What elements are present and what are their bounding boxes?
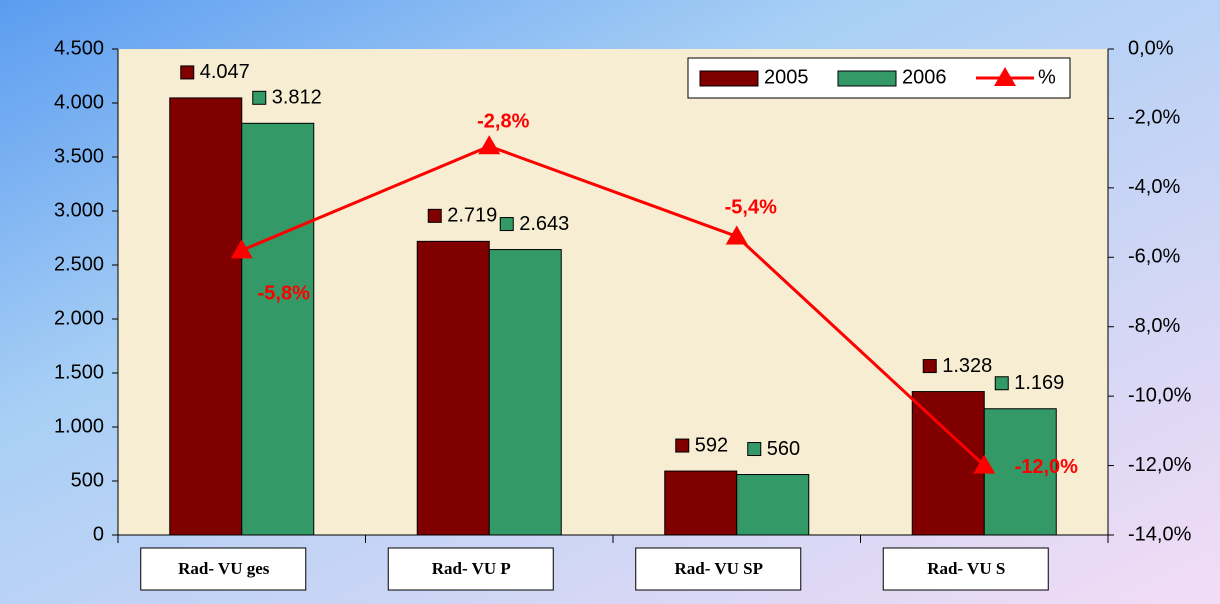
data-label: -5,4% [725, 197, 777, 219]
data-label-key [499, 217, 514, 232]
data-label-key [427, 208, 442, 223]
y-tick-label: 0 [93, 523, 104, 545]
bar [911, 391, 985, 536]
legend-label: 2005 [764, 66, 809, 88]
y-tick-label: 4.000 [54, 91, 104, 113]
data-label-key [994, 376, 1009, 391]
y2-tick-label: -12,0% [1128, 454, 1192, 476]
category-box [882, 547, 1049, 591]
y2-tick-label: -4,0% [1128, 176, 1180, 198]
y2-tick-label: -14,0% [1128, 523, 1192, 545]
marker [725, 225, 748, 245]
bar [488, 249, 562, 536]
marker [973, 454, 996, 474]
y-tick-label: 2.500 [54, 253, 104, 275]
bar [664, 470, 738, 536]
data-label-key [747, 442, 762, 457]
data-label: 4.047 [200, 61, 250, 83]
data-label: 2.643 [519, 213, 569, 235]
y2-tick-label: -6,0% [1128, 246, 1180, 268]
data-label-key [252, 90, 267, 105]
legend-label: 2006 [902, 66, 947, 88]
y2-tick-label: 0,0% [1128, 37, 1174, 59]
x-tick-label: Rad- VU S [927, 559, 1005, 578]
line [241, 144, 986, 467]
category-box [387, 547, 554, 591]
data-label-key [922, 359, 937, 374]
y-tick-label: 3.500 [54, 145, 104, 167]
bar [983, 408, 1057, 536]
bar [241, 122, 315, 536]
y-tick-label: 1.000 [54, 415, 104, 437]
x-tick-label: Rad- VU P [432, 559, 511, 578]
category-box [140, 547, 307, 591]
bar [169, 97, 243, 536]
y2-tick-label: -10,0% [1128, 384, 1192, 406]
data-label-key [180, 65, 195, 80]
legend-label: % [1038, 66, 1056, 88]
x-tick-label: Rad- VU SP [675, 559, 763, 578]
y2-tick-label: -2,0% [1128, 107, 1180, 129]
data-label: 3.812 [272, 87, 322, 109]
data-label: -2,8% [477, 110, 529, 132]
bar [416, 240, 490, 536]
legend-swatch [837, 70, 897, 87]
legend-swatch [699, 70, 759, 87]
marker [230, 239, 253, 259]
y-tick-label: 500 [71, 469, 104, 491]
data-label: 560 [767, 438, 800, 460]
data-label-key [675, 438, 690, 453]
legend-marker [994, 67, 1016, 86]
y-tick-label: 3.000 [54, 199, 104, 221]
x-tick-label: Rad- VU ges [178, 559, 270, 578]
marker [478, 135, 501, 155]
y-tick-label: 2.000 [54, 307, 104, 329]
data-label: 592 [695, 434, 728, 456]
bar [736, 474, 810, 536]
y-tick-label: 4.500 [54, 37, 104, 59]
data-label: -5,8% [258, 283, 310, 305]
data-label: 1.328 [942, 355, 992, 377]
data-label: 1.169 [1014, 372, 1064, 394]
y-tick-label: 1.500 [54, 361, 104, 383]
data-label: -12,0% [1015, 456, 1079, 478]
category-box [635, 547, 802, 591]
y2-tick-label: -8,0% [1128, 315, 1180, 337]
data-label: 2.719 [447, 205, 497, 227]
